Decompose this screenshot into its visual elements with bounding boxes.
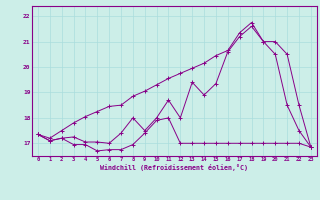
X-axis label: Windchill (Refroidissement éolien,°C): Windchill (Refroidissement éolien,°C)	[100, 164, 248, 171]
